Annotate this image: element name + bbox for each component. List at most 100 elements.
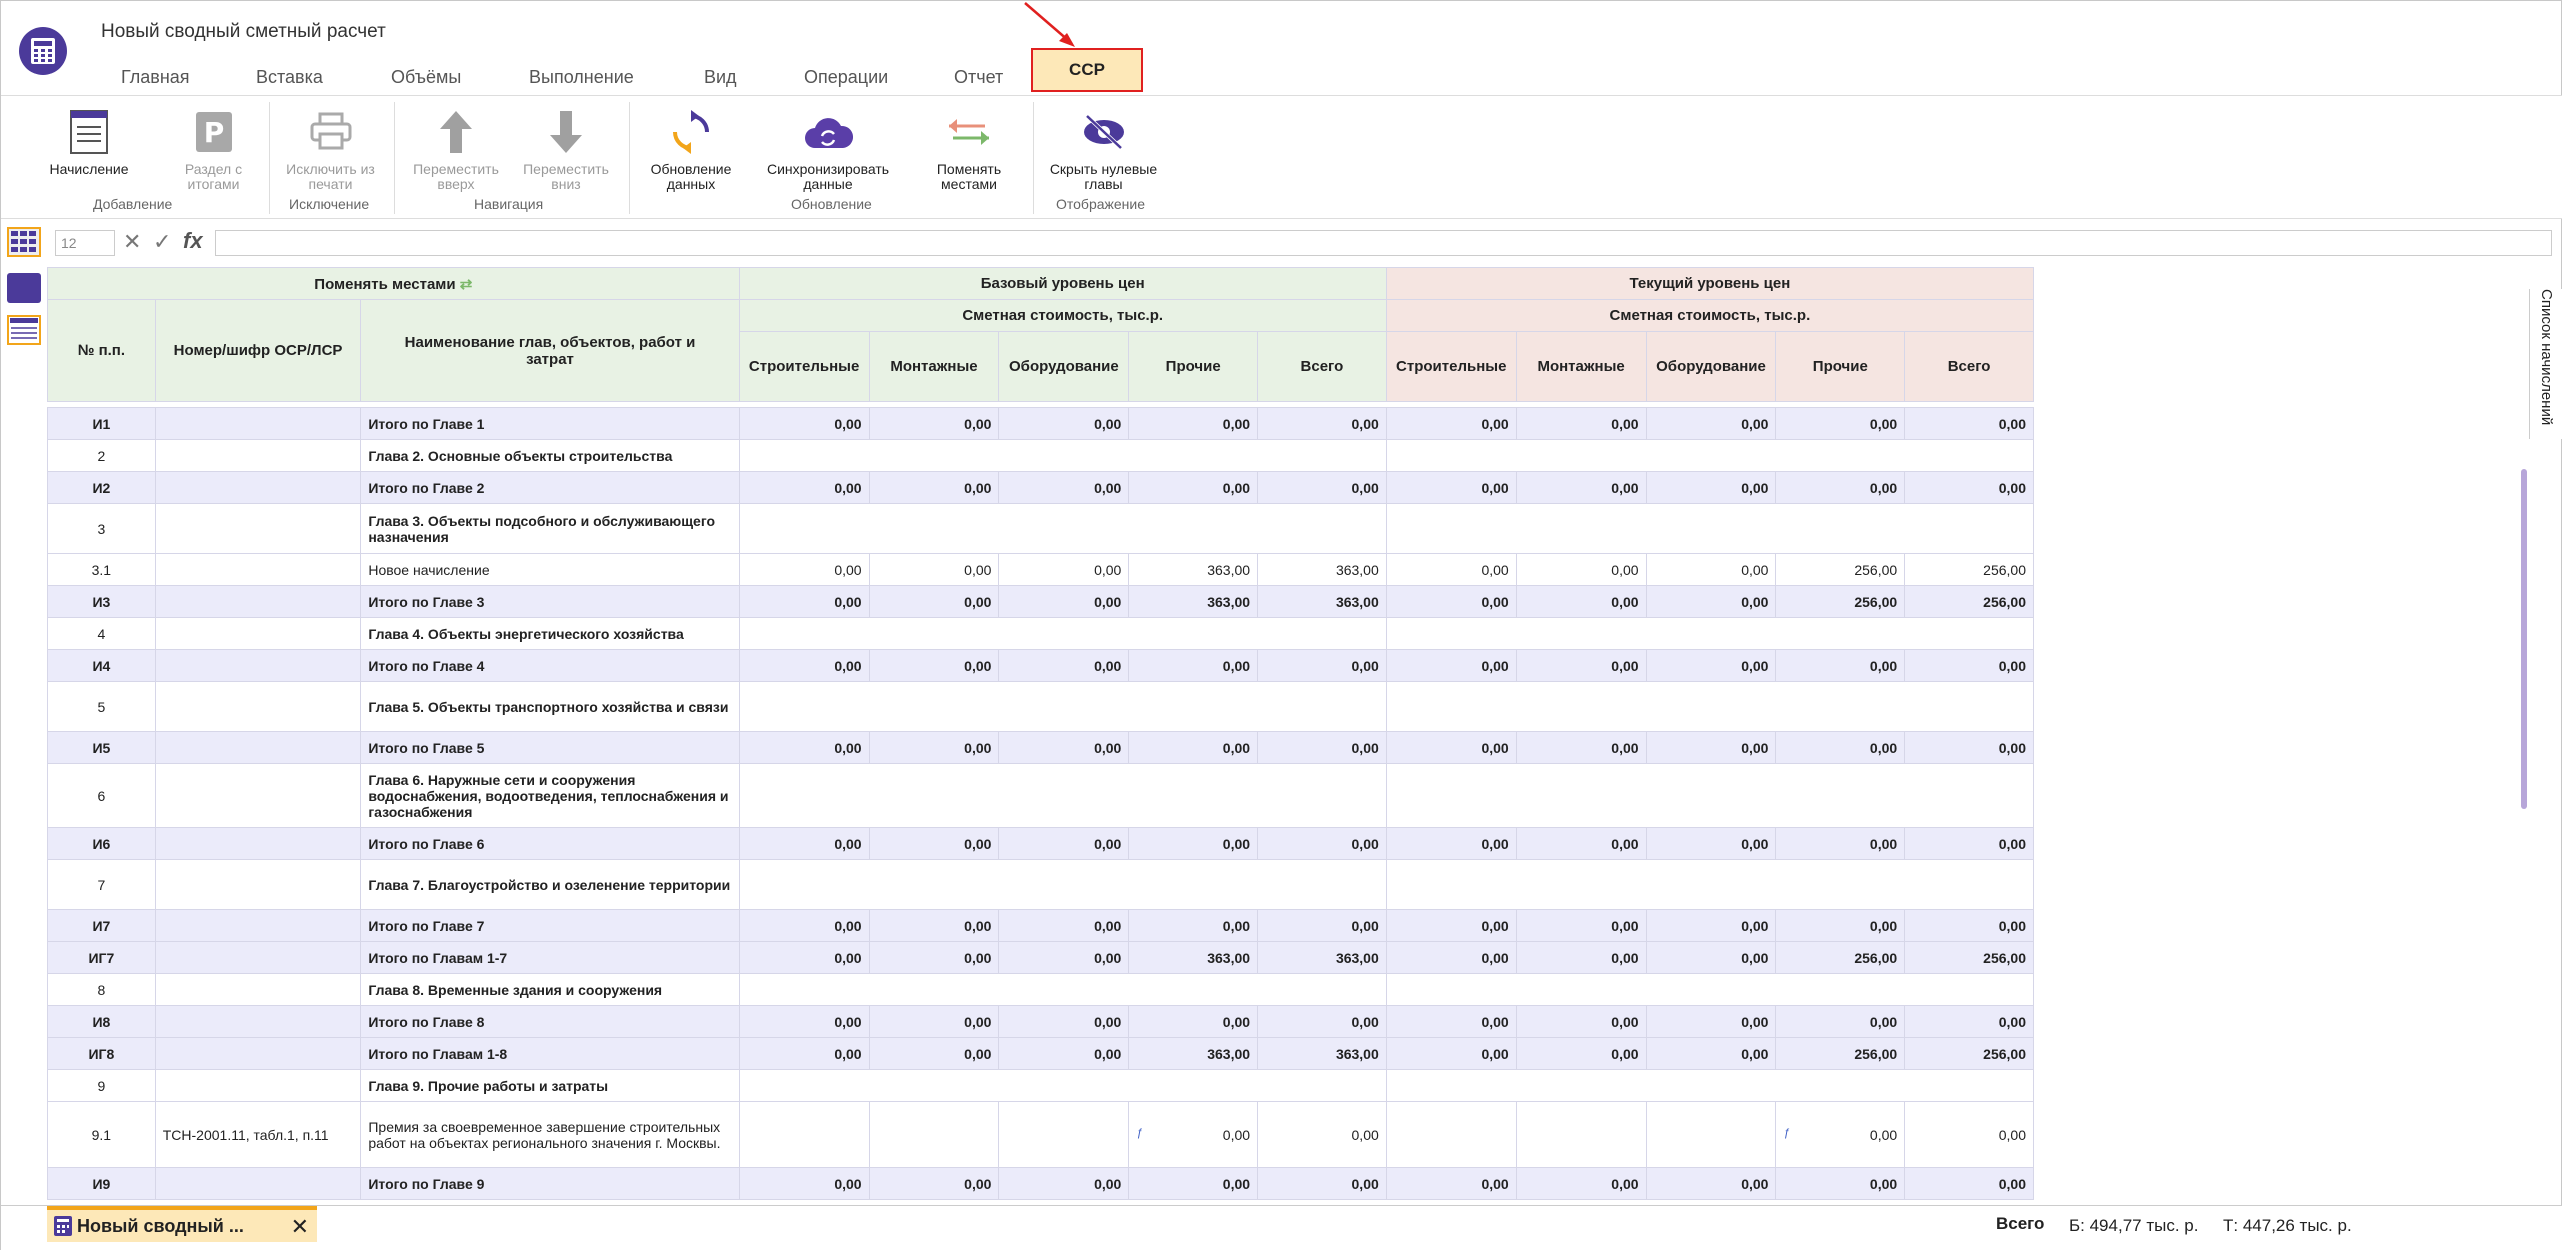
value-cell[interactable]: 0,00 bbox=[738, 553, 870, 586]
value-cell[interactable]: 0,00 bbox=[1645, 827, 1777, 860]
chapter-current-empty[interactable] bbox=[1385, 859, 2034, 910]
row-name-cell[interactable]: Итого по Главе 2 bbox=[360, 471, 740, 504]
value-cell[interactable]: 0,00 bbox=[738, 585, 870, 618]
menu-tab-operations[interactable]: Операции bbox=[804, 67, 889, 87]
row-number-cell[interactable]: И4 bbox=[47, 649, 156, 682]
value-cell[interactable]: 0,00 bbox=[998, 553, 1130, 586]
value-cell[interactable]: 0,00 bbox=[868, 553, 1000, 586]
value-cell[interactable]: 0,00 bbox=[1385, 827, 1517, 860]
table-view-icon[interactable] bbox=[7, 315, 41, 345]
value-cell[interactable]: 0,00 bbox=[1515, 941, 1647, 974]
value-cell[interactable]: 0,00 bbox=[738, 649, 870, 682]
value-cell[interactable]: 0,00 bbox=[1645, 1167, 1777, 1200]
value-cell[interactable]: 0,00 bbox=[1645, 909, 1777, 942]
swap-button[interactable]: Поменять местами bbox=[919, 106, 1019, 192]
chapter-base-empty[interactable] bbox=[738, 859, 1387, 910]
value-cell[interactable]: 0,00 bbox=[1515, 731, 1647, 764]
value-cell[interactable]: ƒ 0,00 bbox=[1128, 1101, 1259, 1168]
value-cell[interactable]: 0,00 bbox=[1257, 407, 1387, 440]
value-cell[interactable]: 0,00 bbox=[998, 827, 1130, 860]
fx-icon[interactable]: fx bbox=[183, 228, 203, 253]
value-cell[interactable]: 0,00 bbox=[1385, 941, 1517, 974]
chapter-current-empty[interactable] bbox=[1385, 439, 2034, 472]
chapter-current-empty[interactable] bbox=[1385, 1069, 2034, 1102]
row-number-cell[interactable]: 9.1 bbox=[47, 1101, 156, 1168]
chapter-row[interactable]: 3 Глава 3. Объекты подсобного и обслужива… bbox=[47, 503, 2034, 554]
value-cell[interactable]: 256,00 bbox=[1904, 585, 2034, 618]
value-cell[interactable]: 0,00 bbox=[1128, 649, 1259, 682]
value-cell[interactable]: 0,00 bbox=[1385, 585, 1517, 618]
value-cell[interactable]: 0,00 bbox=[1385, 731, 1517, 764]
row-number-cell[interactable]: 6 bbox=[47, 763, 156, 828]
subtotal-row[interactable]: ИГ7 Итого по Главам 1-7 0,00 0,00 0,00 363,00… bbox=[47, 941, 2034, 974]
value-cell[interactable]: 0,00 bbox=[1645, 649, 1777, 682]
value-cell[interactable]: 0,00 bbox=[738, 731, 870, 764]
row-name-cell[interactable]: Итого по Главе 8 bbox=[360, 1005, 740, 1038]
subtotal-row[interactable]: ИГ8 Итого по Главам 1-8 0,00 0,00 0,00 363,00… bbox=[47, 1037, 2034, 1070]
value-cell[interactable]: 0,00 bbox=[1128, 407, 1259, 440]
value-cell[interactable]: 0,00 bbox=[1904, 1005, 2034, 1038]
cell-reference-input[interactable]: 12 bbox=[55, 230, 115, 256]
row-code-cell[interactable] bbox=[154, 827, 362, 860]
value-cell[interactable]: 363,00 bbox=[1257, 941, 1387, 974]
row-number-cell[interactable]: 5 bbox=[47, 681, 156, 732]
row-name-cell[interactable]: Глава 3. Объекты подсобного и обслуживаю… bbox=[360, 503, 740, 554]
row-number-cell[interactable]: И3 bbox=[47, 585, 156, 618]
value-cell[interactable]: 0,00 bbox=[1128, 1005, 1259, 1038]
row-name-cell[interactable]: Премия за своевременное завершение строи… bbox=[360, 1101, 740, 1168]
value-cell[interactable]: 0,00 bbox=[1645, 731, 1777, 764]
value-cell[interactable]: 0,00 bbox=[998, 471, 1130, 504]
value-cell[interactable]: 0,00 bbox=[998, 585, 1130, 618]
value-cell[interactable]: 256,00 bbox=[1904, 941, 2034, 974]
value-cell[interactable]: 0,00 bbox=[1257, 471, 1387, 504]
value-cell[interactable]: 0,00 bbox=[1904, 909, 2034, 942]
row-code-cell[interactable] bbox=[154, 585, 362, 618]
row-number-cell[interactable]: И5 bbox=[47, 731, 156, 764]
row-code-cell[interactable] bbox=[154, 407, 362, 440]
value-cell[interactable]: 0,00 bbox=[1775, 827, 1906, 860]
row-name-cell[interactable]: Глава 7. Благоустройство и озеленение те… bbox=[360, 859, 740, 910]
section-with-totals-button[interactable]: P Раздел с итогами bbox=[166, 106, 261, 192]
chapter-current-empty[interactable] bbox=[1385, 503, 2034, 554]
value-cell[interactable]: 0,00 bbox=[1515, 585, 1647, 618]
row-code-cell[interactable] bbox=[154, 973, 362, 1006]
row-name-cell[interactable]: Итого по Главам 1-7 bbox=[360, 941, 740, 974]
value-cell[interactable]: 0,00 bbox=[868, 1037, 1000, 1070]
chapter-base-empty[interactable] bbox=[738, 1069, 1387, 1102]
value-cell[interactable]: 0,00 bbox=[1645, 941, 1777, 974]
row-code-cell[interactable] bbox=[154, 941, 362, 974]
value-cell[interactable]: 0,00 bbox=[868, 909, 1000, 942]
row-number-cell[interactable]: 4 bbox=[47, 617, 156, 650]
close-icon[interactable]: ✕ bbox=[290, 1214, 309, 1239]
value-cell[interactable]: 0,00 bbox=[1904, 471, 2034, 504]
value-cell[interactable]: 0,00 bbox=[738, 827, 870, 860]
value-cell[interactable]: 363,00 bbox=[1128, 1037, 1259, 1070]
row-number-cell[interactable]: 2 bbox=[47, 439, 156, 472]
value-cell[interactable]: 0,00 bbox=[1385, 1037, 1517, 1070]
chapter-base-empty[interactable] bbox=[738, 763, 1387, 828]
value-cell[interactable]: ƒ 0,00 bbox=[1775, 1101, 1906, 1168]
value-cell[interactable]: 0,00 bbox=[1904, 649, 2034, 682]
menu-tab-home[interactable]: Главная bbox=[121, 67, 190, 87]
col-header-code[interactable]: Номер/шифр ОСР/ЛСР bbox=[154, 299, 362, 402]
row-code-cell[interactable] bbox=[154, 909, 362, 942]
col-header-other[interactable]: Прочие bbox=[1775, 331, 1906, 402]
chapter-row[interactable]: 8 Глава 8. Временные здания и сооружения bbox=[47, 973, 2034, 1006]
value-cell[interactable]: 0,00 bbox=[1128, 909, 1259, 942]
row-name-cell[interactable]: Итого по Главе 1 bbox=[360, 407, 740, 440]
value-cell[interactable]: 0,00 bbox=[998, 1167, 1130, 1200]
subtotal-row[interactable]: И6 Итого по Главе 6 0,00 0,00 0,00 0,00 0,00 0,… bbox=[47, 827, 2034, 860]
value-cell[interactable]: 0,00 bbox=[738, 407, 870, 440]
row-code-cell[interactable] bbox=[154, 617, 362, 650]
value-cell[interactable]: 0,00 bbox=[1904, 827, 2034, 860]
value-cell[interactable]: 0,00 bbox=[1775, 731, 1906, 764]
value-cell[interactable]: 0,00 bbox=[1645, 1037, 1777, 1070]
row-name-cell[interactable]: Новое начисление bbox=[360, 553, 740, 586]
row-number-cell[interactable]: ИГ8 bbox=[47, 1037, 156, 1070]
value-cell[interactable]: 0,00 bbox=[738, 1005, 870, 1038]
value-cell[interactable]: 256,00 bbox=[1775, 585, 1906, 618]
row-number-cell[interactable]: И8 bbox=[47, 1005, 156, 1038]
menu-tab-report[interactable]: Отчет bbox=[954, 67, 1004, 87]
value-cell[interactable]: 0,00 bbox=[1128, 1167, 1259, 1200]
row-number-cell[interactable]: И9 bbox=[47, 1167, 156, 1200]
